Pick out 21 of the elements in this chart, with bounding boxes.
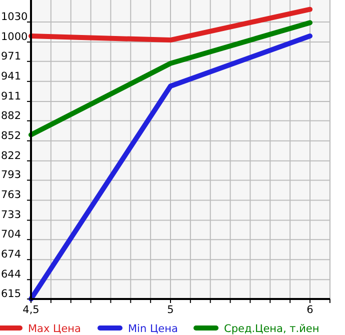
legend-label: Max Цена — [28, 323, 81, 335]
x-tick-label: 5 — [167, 304, 174, 316]
y-tick-label: 615 — [1, 288, 22, 300]
y-tick-label: 704 — [1, 228, 22, 241]
y-tick-label: 763 — [1, 189, 22, 202]
y-tick-label: 852 — [1, 130, 22, 142]
y-tick-label: 1030 — [1, 11, 28, 24]
y-tick-label: 674 — [1, 248, 22, 261]
y-tick-label: 644 — [1, 268, 22, 281]
y-tick-label: 822 — [1, 150, 22, 162]
y-tick-label: 971 — [1, 50, 22, 62]
legend-label: Min Цена — [128, 323, 178, 335]
legend-label: Сред.Цена, т.йен — [224, 323, 320, 335]
x-tick-label: 4,5 — [22, 304, 40, 316]
y-tick-label: 733 — [1, 209, 22, 222]
x-tick-label: 6 — [306, 304, 314, 316]
y-tick-label: 882 — [1, 110, 22, 122]
y-tick-label: 1000 — [1, 31, 28, 44]
y-tick-label: 911 — [1, 90, 22, 102]
y-tick-label: 793 — [1, 169, 22, 182]
y-tick-label: 941 — [1, 70, 22, 82]
